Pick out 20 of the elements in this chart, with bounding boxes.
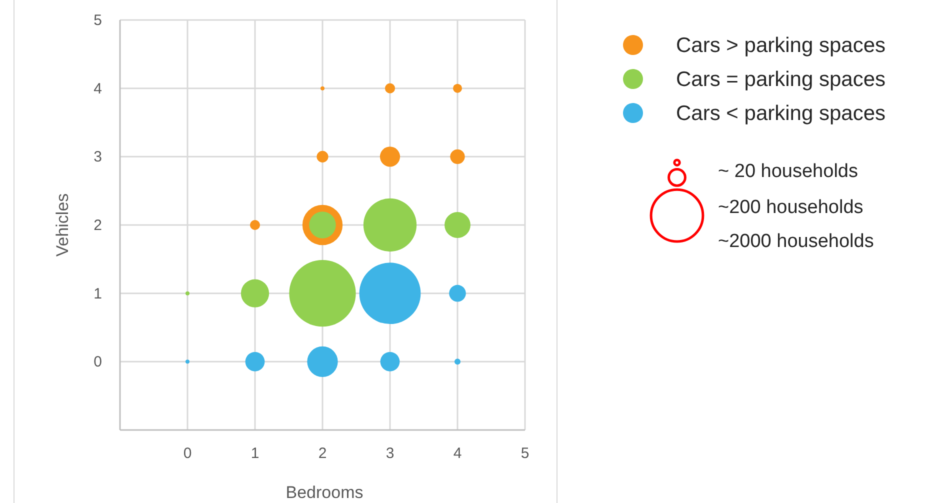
x-tick-label: 0 — [183, 445, 192, 462]
legend-label: ~2000 households — [718, 231, 874, 252]
y-tick-label: 5 — [94, 12, 102, 29]
x-axis-title: Bedrooms — [286, 483, 364, 502]
y-tick-label: 0 — [94, 354, 102, 371]
legend-label: Cars > parking spaces — [676, 34, 886, 57]
legend-label: ~200 households — [718, 197, 864, 218]
legend-label: Cars < parking spaces — [676, 102, 886, 125]
x-tick-label: 4 — [453, 445, 462, 462]
y-axis-title: Vehicles — [53, 193, 72, 257]
y-tick-label: 4 — [94, 80, 102, 98]
x-tick-label: 1 — [250, 445, 260, 462]
x-tick-label: 2 — [318, 445, 327, 462]
y-tick-label: 3 — [94, 148, 102, 166]
x-tick-label: 3 — [386, 445, 394, 462]
x-tick-label: 5 — [520, 445, 530, 462]
legend-label: ~ 20 households — [718, 161, 858, 182]
y-tick-label: 1 — [94, 285, 102, 302]
legend-label: Cars = parking spaces — [676, 68, 886, 91]
y-tick-label: 2 — [94, 217, 102, 234]
